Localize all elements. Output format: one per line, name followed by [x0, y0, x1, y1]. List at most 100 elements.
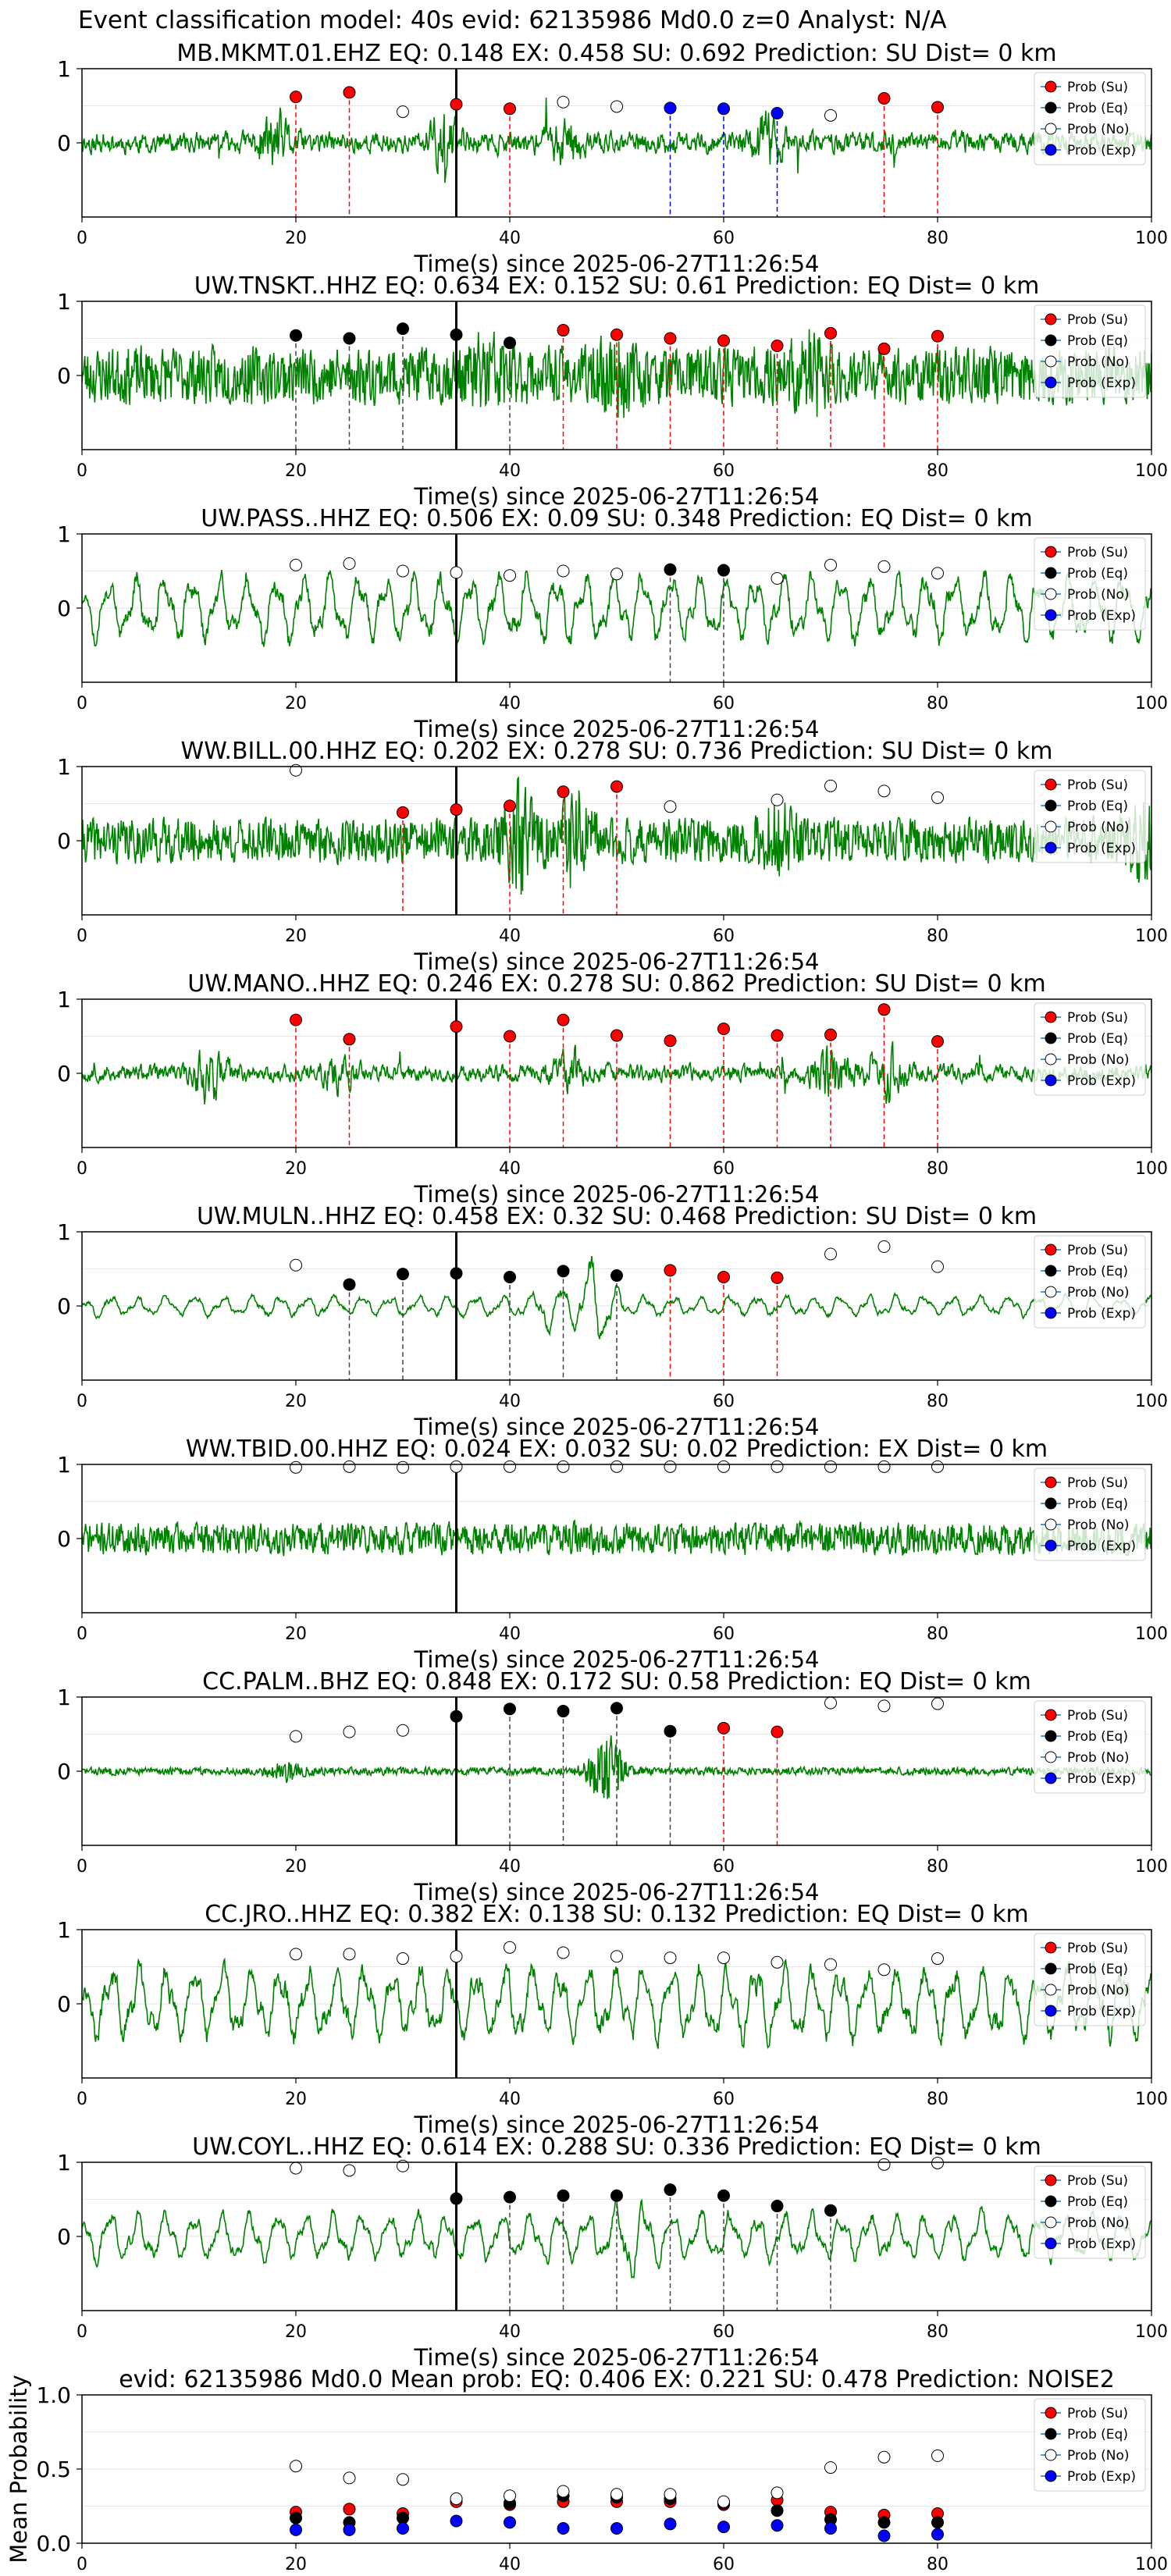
prob-marker-su	[771, 1029, 784, 1042]
x-axis-label: Time(s) since 2025-06-27T11:26:54	[414, 1181, 820, 1208]
prob-marker-no	[557, 1460, 570, 1473]
legend: Prob (Su) Prob (Eq) Prob (No) Prob (Exp)	[1034, 2398, 1146, 2492]
legend-label-exp: Prob (Exp)	[1067, 1539, 1136, 1554]
legend-marker-no	[1045, 355, 1057, 368]
legend: Prob (Su) Prob (Eq) Prob (No) Prob (Exp)	[1034, 1002, 1146, 1096]
legend-label-exp: Prob (Exp)	[1067, 2236, 1136, 2252]
prob-marker-no	[504, 1460, 516, 1473]
prob-marker-su	[664, 332, 677, 345]
prob-marker-no	[397, 564, 409, 578]
legend-marker-no	[1045, 2449, 1057, 2461]
axes-frame	[81, 301, 1152, 450]
legend-label-exp: Prob (Exp)	[1067, 143, 1136, 158]
prob-marker-no	[771, 1955, 784, 1969]
legend-label-eq: Prob (Eq)	[1067, 333, 1128, 349]
legend-label-exp: Prob (Exp)	[1067, 2004, 1136, 2019]
prob-marker-eq	[771, 2200, 784, 2213]
legend-label-su: Prob (Su)	[1067, 1708, 1128, 1724]
x-tick-label: 20	[285, 1857, 307, 1877]
prob-marker-no	[877, 560, 891, 573]
x-axis-label: Time(s) since 2025-06-27T11:26:54	[414, 1646, 820, 1673]
prob-marker-eq	[664, 1724, 677, 1738]
x-tick-label: 100	[1135, 1159, 1168, 1179]
x-tick-label: 40	[499, 1159, 521, 1179]
legend-frame	[1034, 72, 1146, 165]
x-tick-label: 80	[927, 1624, 949, 1644]
mean-marker-no	[824, 2461, 837, 2475]
mean-marker-eq	[290, 2511, 302, 2524]
x-axis-label: Time(s) since 2025-06-27T11:26:54	[414, 1879, 820, 1905]
legend: Prob (Su) Prob (Eq) Prob (No) Prob (Exp)	[1034, 304, 1146, 398]
legend-label-su: Prob (Su)	[1067, 1010, 1128, 1026]
x-tick-label: 80	[927, 694, 949, 713]
prob-marker-su	[610, 780, 623, 793]
prob-marker-no	[343, 2164, 356, 2177]
legend-frame	[1034, 1468, 1146, 1561]
x-tick-label: 60	[713, 694, 735, 713]
x-tick-label: 0	[77, 1624, 87, 1644]
panel-title: UW.MULN..HHZ EQ: 0.458 EX: 0.32 SU: 0.46…	[197, 1203, 1037, 1230]
waveform-trace	[82, 1957, 1151, 2049]
legend-label-exp: Prob (Exp)	[1067, 2469, 1136, 2485]
prob-marker-no	[290, 1258, 302, 1272]
mean-marker-no	[450, 2492, 463, 2505]
prob-marker-no	[290, 763, 302, 777]
legend-marker-no	[1045, 588, 1057, 600]
panel-10: evid: 62135986 Md0.0 Mean prob: EQ: 0.40…	[5, 2366, 1168, 2574]
mean-marker-eq	[877, 2516, 891, 2529]
prob-marker-eq	[397, 322, 409, 336]
x-axis-label: Time(s) since 2025-06-27T11:26:54	[414, 2344, 820, 2371]
legend-marker-eq	[1045, 799, 1057, 812]
prob-marker-no	[557, 95, 570, 109]
x-tick-label: 80	[927, 461, 949, 481]
y-tick-label: 1	[57, 521, 71, 547]
prob-marker-no	[771, 793, 784, 806]
legend-marker-su	[1045, 313, 1057, 326]
mean-marker-no	[877, 2450, 891, 2464]
legend: Prob (Su) Prob (Eq) Prob (No) Prob (Exp)	[1034, 537, 1146, 631]
x-tick-label: 0	[77, 2322, 87, 2342]
y-tick-label: 1	[57, 56, 71, 82]
x-tick-label: 20	[285, 461, 307, 481]
prob-marker-su	[771, 1271, 784, 1284]
prob-marker-su	[450, 803, 463, 817]
prob-marker-no	[771, 572, 784, 585]
mean-marker-no	[557, 2485, 570, 2498]
x-tick-label: 40	[499, 1624, 521, 1644]
legend-label-no: Prob (No)	[1067, 354, 1130, 370]
prob-marker-su	[717, 1721, 730, 1735]
mean-marker-exp	[557, 2522, 570, 2535]
prob-marker-eq	[664, 2183, 677, 2197]
mean-marker-exp	[610, 2522, 623, 2535]
prob-marker-no	[397, 1952, 409, 1966]
panel-8: CC.JRO..HHZ EQ: 0.382 EX: 0.138 SU: 0.13…	[57, 1901, 1168, 2138]
prob-marker-eq	[557, 1265, 570, 1278]
prob-marker-no	[397, 1724, 409, 1737]
legend-label-eq: Prob (Eq)	[1067, 1031, 1128, 1047]
panel-1: UW.TNSKT..HHZ EQ: 0.634 EX: 0.152 SU: 0.…	[57, 272, 1168, 510]
prob-marker-no	[557, 564, 570, 578]
legend-marker-exp	[1045, 2237, 1057, 2250]
prob-marker-no	[397, 1461, 409, 1474]
prob-marker-no	[717, 1460, 730, 1473]
legend-marker-no	[1045, 1053, 1057, 1066]
prob-marker-no	[290, 2161, 302, 2175]
prob-marker-no	[824, 1460, 837, 1473]
legend-frame	[1034, 2165, 1146, 2259]
legend-marker-no	[1045, 1984, 1057, 1996]
legend-label-exp: Prob (Exp)	[1067, 841, 1136, 856]
legend-marker-exp	[1045, 144, 1057, 156]
legend-label-su: Prob (Su)	[1067, 80, 1128, 95]
mean-marker-exp	[343, 2523, 356, 2536]
panel-6: WW.TBID.00.HHZ EQ: 0.024 EX: 0.032 SU: 0…	[57, 1436, 1168, 1673]
prob-marker-no	[610, 568, 623, 581]
x-tick-label: 100	[1135, 927, 1168, 946]
prob-marker-eq	[610, 1269, 623, 1283]
legend-marker-su	[1045, 1244, 1057, 1256]
mean-marker-exp	[290, 2523, 302, 2536]
prob-marker-su	[664, 1264, 677, 1277]
x-tick-label: 100	[1135, 2090, 1168, 2109]
y-axis-label: Mean Probability	[5, 2375, 32, 2564]
prob-marker-eq	[450, 1710, 463, 1723]
prob-marker-no	[290, 1461, 302, 1474]
